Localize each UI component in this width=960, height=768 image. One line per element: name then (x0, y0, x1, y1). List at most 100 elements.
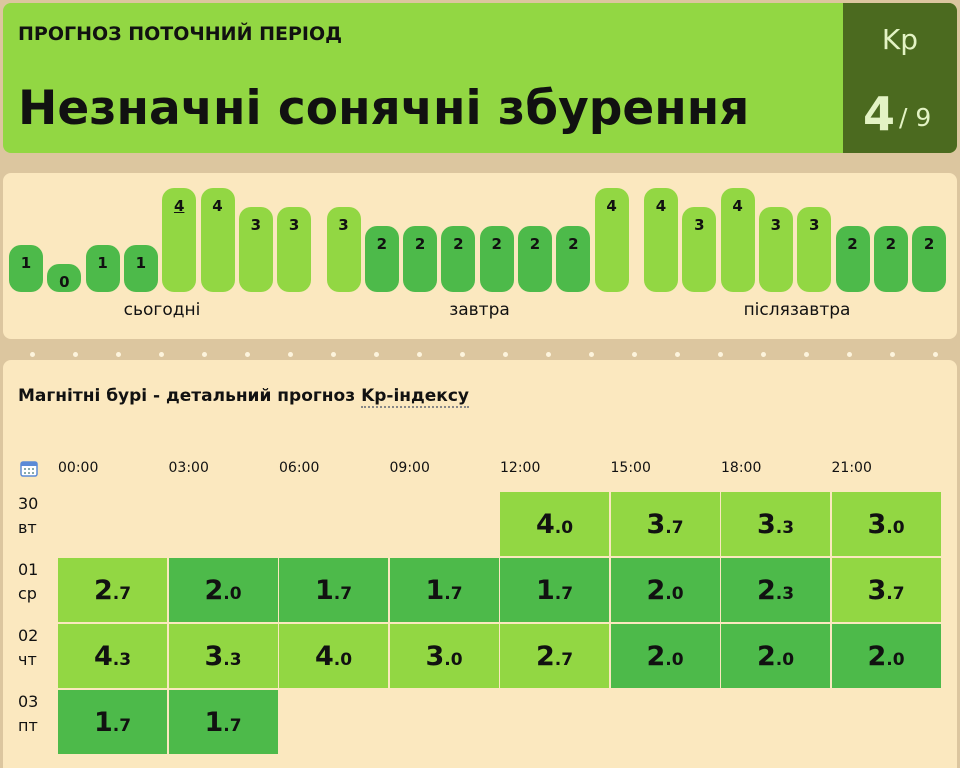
kp-cell: 3.7 (831, 558, 941, 622)
kp-bar-label: 3 (770, 216, 782, 234)
kp-bar (364, 226, 399, 292)
kp-bar (479, 226, 514, 292)
kp-value: 1.7 (535, 574, 574, 606)
weekday: ср (18, 584, 37, 603)
kp-value: 2.7 (93, 574, 132, 606)
header-title: Незначні сонячні збурення (18, 81, 750, 136)
kp-cell: 3.7 (610, 492, 720, 556)
kp-value: 2.3 (756, 574, 795, 606)
kp-value: 3.3 (756, 508, 795, 540)
kp-bar-label: 4 (173, 197, 185, 215)
kp-bar (720, 188, 755, 292)
hour-label: 00:00 (58, 460, 99, 476)
weekday: пт (18, 716, 38, 735)
kp-bar-label: 3 (250, 216, 262, 234)
kp-cell: 1.7 (168, 690, 278, 754)
day-label: сьогодні (123, 300, 201, 320)
kp-bar-label: 1 (135, 254, 147, 272)
dot (374, 352, 379, 357)
header: ПРОГНОЗ ПОТОЧНИЙ ПЕРІОД Незначні сонячні… (3, 3, 957, 153)
kp-bar (85, 245, 120, 292)
hour-label: 15:00 (610, 460, 651, 476)
kp-value: 3.0 (425, 640, 463, 672)
kp-cell: 2.0 (610, 558, 720, 622)
kp-bar-label: 2 (885, 235, 897, 253)
dot (718, 352, 723, 357)
kp-value: 2.0 (756, 640, 795, 672)
kp-bar (758, 207, 793, 292)
day-number: 30 (18, 494, 39, 513)
kp-value: 4 (863, 87, 896, 141)
kp-cell: 3.3 (168, 624, 278, 688)
header-label: ПРОГНОЗ ПОТОЧНИЙ ПЕРІОД (18, 23, 343, 45)
dot (933, 352, 938, 357)
kp-value: 2.0 (204, 574, 242, 606)
kp-bar-label: 4 (212, 197, 223, 215)
kp-bar-label: 4 (655, 197, 667, 215)
kp-box: Kp 4 / 9 (843, 3, 957, 153)
kp-cell: 2.0 (610, 624, 720, 688)
kp-bar (556, 226, 591, 292)
kp-bar-label: 3 (808, 216, 820, 234)
kp-bar-label: 2 (529, 235, 541, 253)
kp-bar-label: 3 (338, 216, 349, 234)
kp-bar-label: 2 (568, 235, 579, 253)
kp-bar-label: 2 (847, 235, 858, 253)
kp-bar-label: 4 (732, 197, 743, 215)
kp-cell: 2.7 (58, 558, 167, 622)
day-label: завтра (449, 300, 510, 320)
kp-bar (200, 188, 235, 292)
kp-link[interactable]: Kp-індексу (361, 386, 470, 408)
kp-bar-label: 2 (923, 235, 935, 253)
forecast-table: Магнітні бурі - детальний прогноз Kp-інд… (3, 360, 957, 768)
kp-value: 2.0 (646, 574, 684, 606)
dot (589, 352, 594, 357)
kp-cell: 3.0 (831, 492, 941, 556)
weekday: чт (18, 650, 37, 669)
kp-bar-label: 2 (414, 235, 426, 253)
kp-cell: 2.7 (500, 624, 609, 688)
dot (73, 352, 78, 357)
kp-cell: 1.7 (389, 558, 499, 622)
kp-cell: 1.7 (279, 558, 388, 622)
kp-value: 1.7 (204, 706, 242, 738)
kp-bar (441, 226, 476, 292)
kp-cell: 4.0 (279, 624, 388, 688)
kp-bar-label: 4 (606, 197, 617, 215)
day-number: 02 (18, 626, 39, 645)
kp-value: 4.0 (535, 508, 574, 540)
kp-value: 1.7 (425, 574, 463, 606)
kp-bar (9, 245, 43, 292)
kp-bar-label: 3 (694, 216, 705, 234)
table-title: Магнітні бурі - детальний прогноз (18, 386, 356, 406)
kp-bar (594, 188, 629, 292)
dot (503, 352, 508, 357)
kp-bar (912, 226, 947, 292)
forecast-bars: 1 0 1 1 4 4 3 3 сьогодні 3 2 2 2 2 2 2 4 завтра 4 3 4 3 3 2 2 2 пі… (3, 173, 957, 339)
kp-cell: 2.0 (831, 624, 941, 688)
kp-value: 3.7 (867, 574, 905, 606)
kp-bar-label: 2 (491, 235, 502, 253)
kp-cell: 1.7 (500, 558, 609, 622)
day-number: 01 (18, 560, 39, 579)
kp-scale: / 9 (899, 103, 932, 132)
kp-bar (797, 207, 832, 292)
dot (288, 352, 293, 357)
kp-bar (326, 207, 361, 292)
hour-label: 21:00 (831, 460, 872, 476)
dot (245, 352, 250, 357)
kp-value: 1.7 (93, 706, 132, 738)
weekday: вт (18, 518, 37, 537)
kp-value: 2.0 (867, 640, 905, 672)
dot (30, 352, 35, 357)
kp-bar-label: 1 (97, 254, 108, 272)
dot (116, 352, 121, 357)
calendar-icon (20, 461, 38, 477)
hour-label: 12:00 (500, 460, 541, 476)
hour-label: 09:00 (389, 460, 430, 476)
kp-bar-label: 1 (20, 254, 32, 272)
kp-cell: 4.0 (500, 492, 609, 556)
dot (804, 352, 809, 357)
kp-cell: 4.3 (58, 624, 167, 688)
